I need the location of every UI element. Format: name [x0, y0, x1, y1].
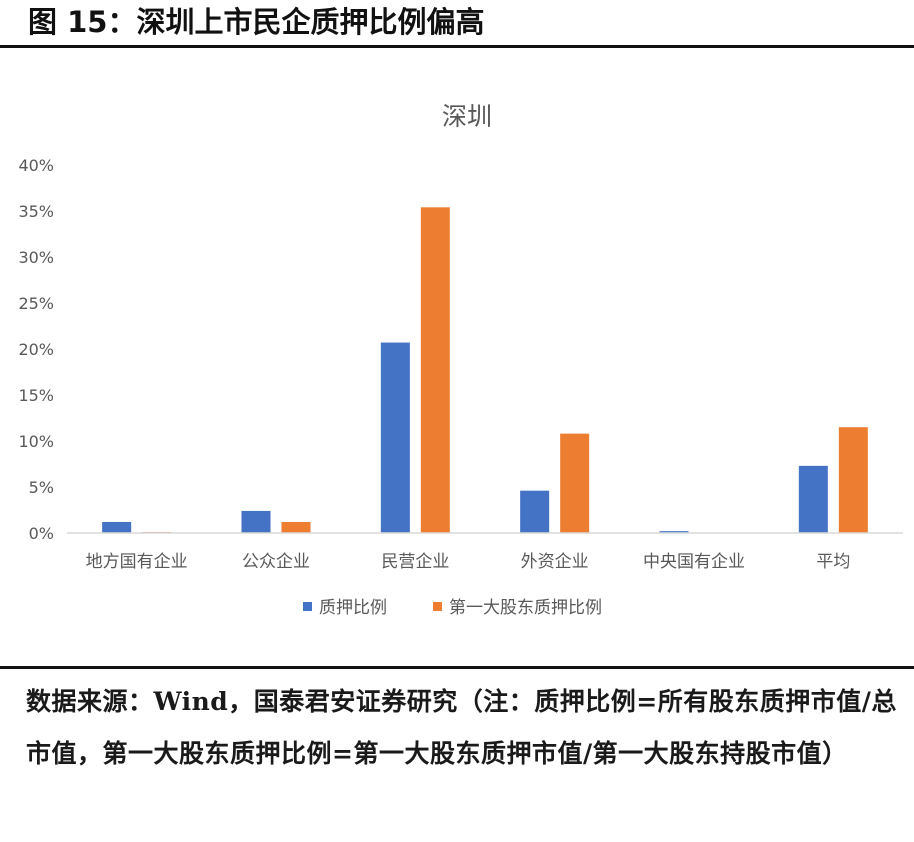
- y-axis: 0% 5% 10% 15% 20% 25% 30% 35% 40%: [18, 156, 54, 543]
- x-tick-label: 民营企业: [381, 552, 449, 572]
- chart-title: 深圳: [442, 102, 492, 131]
- bars: [102, 207, 868, 533]
- bar-top-holder-pledge-ratio: [838, 427, 868, 533]
- y-tick-label: 15%: [18, 386, 54, 405]
- y-tick-label: 30%: [18, 248, 54, 267]
- y-tick-label: 5%: [29, 478, 54, 497]
- y-tick-label: 20%: [18, 340, 54, 359]
- bar-pledge-ratio: [241, 510, 271, 533]
- x-axis: 地方国有企业 公众企业 民营企业 外资企业 中央国有企业 平均: [67, 532, 903, 572]
- legend-swatch-pledge-ratio: [303, 602, 312, 611]
- bar-pledge-ratio: [798, 465, 828, 533]
- legend: 质押比例 第一大股东质押比例: [303, 598, 602, 618]
- source-note: 数据来源：Wind，国泰君安证券研究（注：质押比例=所有股东质押市值/总市值，第…: [26, 687, 897, 768]
- legend-label: 第一大股东质押比例: [449, 598, 602, 618]
- figure-title: 图 15：深圳上市民企质押比例偏高: [28, 5, 485, 39]
- bar-top-holder-pledge-ratio: [560, 433, 590, 533]
- y-tick-label: 40%: [18, 156, 54, 175]
- bottom-rule: [0, 666, 914, 669]
- bar-pledge-ratio: [102, 521, 132, 533]
- bar-pledge-ratio: [659, 531, 689, 533]
- y-tick-label: 10%: [18, 432, 54, 451]
- y-tick-label: 0%: [29, 524, 54, 543]
- bar-chart: 深圳 0% 5% 10% 15% 20% 25% 30% 35% 40% 地方国有企业 公众企业 民…: [18, 102, 903, 618]
- legend-label: 质押比例: [319, 598, 387, 618]
- bar-top-holder-pledge-ratio: [281, 521, 311, 533]
- y-tick-label: 25%: [18, 294, 54, 313]
- x-tick-label: 中央国有企业: [643, 552, 745, 572]
- x-tick-label: 平均: [816, 552, 850, 572]
- y-tick-label: 35%: [18, 202, 54, 221]
- bar-pledge-ratio: [520, 490, 550, 533]
- x-tick-label: 外资企业: [521, 552, 589, 572]
- x-tick-label: 公众企业: [242, 552, 310, 572]
- x-tick-label: 地方国有企业: [86, 552, 188, 572]
- bar-pledge-ratio: [380, 342, 410, 533]
- bar-top-holder-pledge-ratio: [420, 207, 450, 533]
- legend-swatch-top-holder-pledge-ratio: [433, 602, 442, 611]
- top-rule: [0, 45, 914, 48]
